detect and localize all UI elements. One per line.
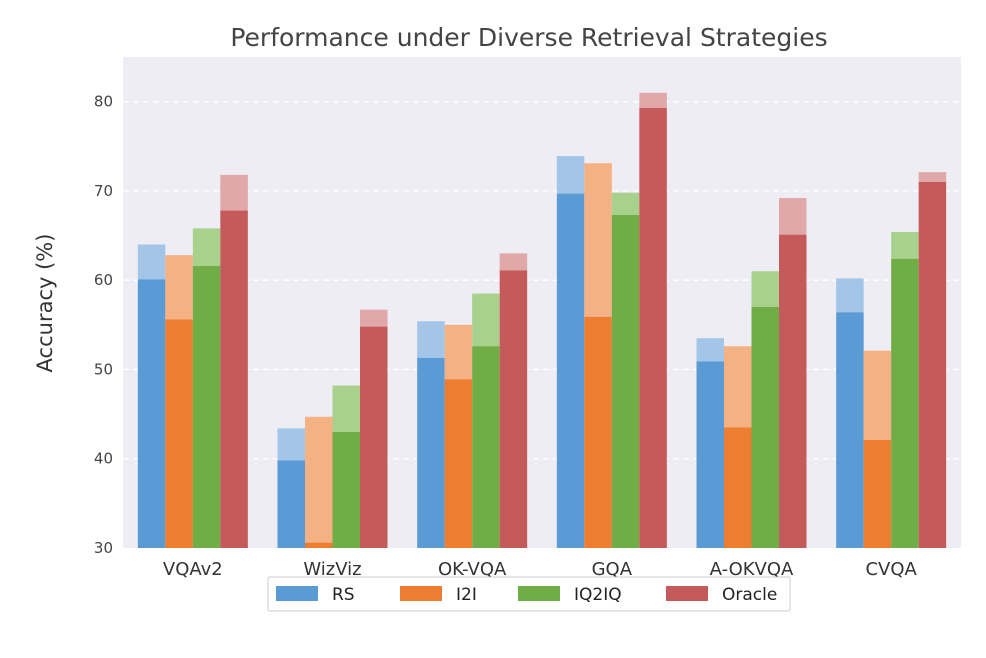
bar-i2i-gqa [584, 316, 612, 548]
bar-upper-iq2iq-cvqa [891, 231, 919, 259]
x-tick-label: WizViz [303, 559, 361, 580]
bar-oracle-cvqa [918, 181, 947, 548]
bar-iq2iq-gqa [611, 215, 640, 548]
bar-upper-i2i-ok-vqa [444, 324, 473, 380]
bar-upper-iq2iq-vqav2 [192, 228, 221, 266]
bar-rs-a-okvqa [696, 361, 724, 548]
bar-upper-iq2iq-gqa [611, 192, 640, 216]
bar-rs-vqav2 [137, 279, 166, 548]
bar-upper-rs-gqa [556, 156, 585, 194]
bar-upper-oracle-a-okvqa [779, 198, 807, 235]
y-tick-label: 60 [94, 271, 113, 289]
bar-upper-oracle-ok-vqa [499, 253, 528, 271]
bar-upper-iq2iq-wizviz [332, 385, 360, 432]
bar-upper-oracle-gqa [639, 92, 667, 108]
legend-swatch-iq2iq [518, 586, 560, 601]
bar-iq2iq-vqav2 [192, 265, 221, 548]
bar-i2i-wizviz [305, 542, 333, 548]
bar-oracle-wizviz [360, 326, 388, 548]
y-axis-label: Accuracy (%) [33, 234, 57, 373]
y-tick-label: 30 [94, 539, 113, 557]
bar-upper-rs-wizviz [277, 428, 305, 461]
bar-upper-rs-cvqa [836, 278, 864, 313]
bar-upper-i2i-a-okvqa [724, 346, 752, 428]
bar-iq2iq-ok-vqa [472, 346, 500, 548]
bar-upper-rs-a-okvqa [696, 338, 724, 362]
bar-i2i-cvqa [863, 439, 892, 548]
bar-upper-oracle-vqav2 [220, 174, 248, 211]
x-tick-label: CVQA [865, 559, 917, 580]
x-tick-label: OK-VQA [438, 559, 507, 580]
bar-upper-oracle-cvqa [918, 172, 947, 182]
bar-rs-gqa [556, 193, 585, 548]
y-axis-ticks: 30 40 50 60 70 80 [94, 93, 113, 557]
chart-title: Performance under Diverse Retrieval Stra… [230, 23, 827, 52]
x-axis-ticks: VQAv2 WizViz OK-VQA GQA A-OKVQA CVQA [163, 559, 918, 580]
legend-swatch-rs [276, 586, 318, 601]
y-tick-label: 80 [94, 93, 113, 111]
bar-iq2iq-wizviz [332, 431, 360, 548]
x-tick-label: VQAv2 [163, 559, 223, 580]
bar-oracle-gqa [639, 107, 667, 549]
bar-upper-i2i-gqa [584, 163, 612, 317]
y-tick-label: 70 [94, 182, 113, 200]
legend-label-oracle: Oracle [722, 585, 777, 605]
bar-upper-i2i-vqav2 [165, 255, 193, 320]
bar-oracle-ok-vqa [499, 270, 528, 548]
bar-iq2iq-a-okvqa [751, 306, 779, 548]
y-tick-label: 50 [94, 360, 113, 378]
bar-iq2iq-cvqa [891, 258, 919, 548]
bar-i2i-ok-vqa [444, 379, 473, 548]
x-tick-label: A-OKVQA [710, 559, 794, 580]
bar-rs-cvqa [836, 312, 864, 548]
bars [137, 92, 947, 549]
bar-upper-rs-ok-vqa [417, 321, 445, 358]
legend-label-iq2iq: IQ2IQ [574, 585, 622, 605]
legend-label-rs: RS [332, 585, 355, 605]
bar-oracle-a-okvqa [779, 234, 807, 549]
bar-upper-iq2iq-a-okvqa [751, 271, 779, 307]
bar-rs-ok-vqa [417, 357, 445, 548]
bar-upper-i2i-wizviz [305, 416, 333, 543]
legend-swatch-i2i [400, 586, 442, 601]
plot-background [123, 57, 961, 548]
bar-i2i-a-okvqa [724, 427, 752, 548]
bar-upper-rs-vqav2 [137, 244, 166, 280]
bar-upper-i2i-cvqa [863, 350, 892, 440]
legend: RS I2I IQ2IQ Oracle [267, 576, 791, 612]
bar-i2i-vqav2 [165, 319, 193, 548]
bar-rs-wizviz [277, 460, 305, 548]
x-tick-label: GQA [592, 559, 633, 580]
y-tick-label: 40 [94, 450, 113, 468]
legend-swatch-oracle [666, 586, 708, 601]
bar-oracle-vqav2 [220, 210, 248, 549]
legend-label-i2i: I2I [456, 585, 477, 605]
bar-upper-iq2iq-ok-vqa [472, 293, 500, 347]
bar-upper-oracle-wizviz [360, 309, 388, 327]
